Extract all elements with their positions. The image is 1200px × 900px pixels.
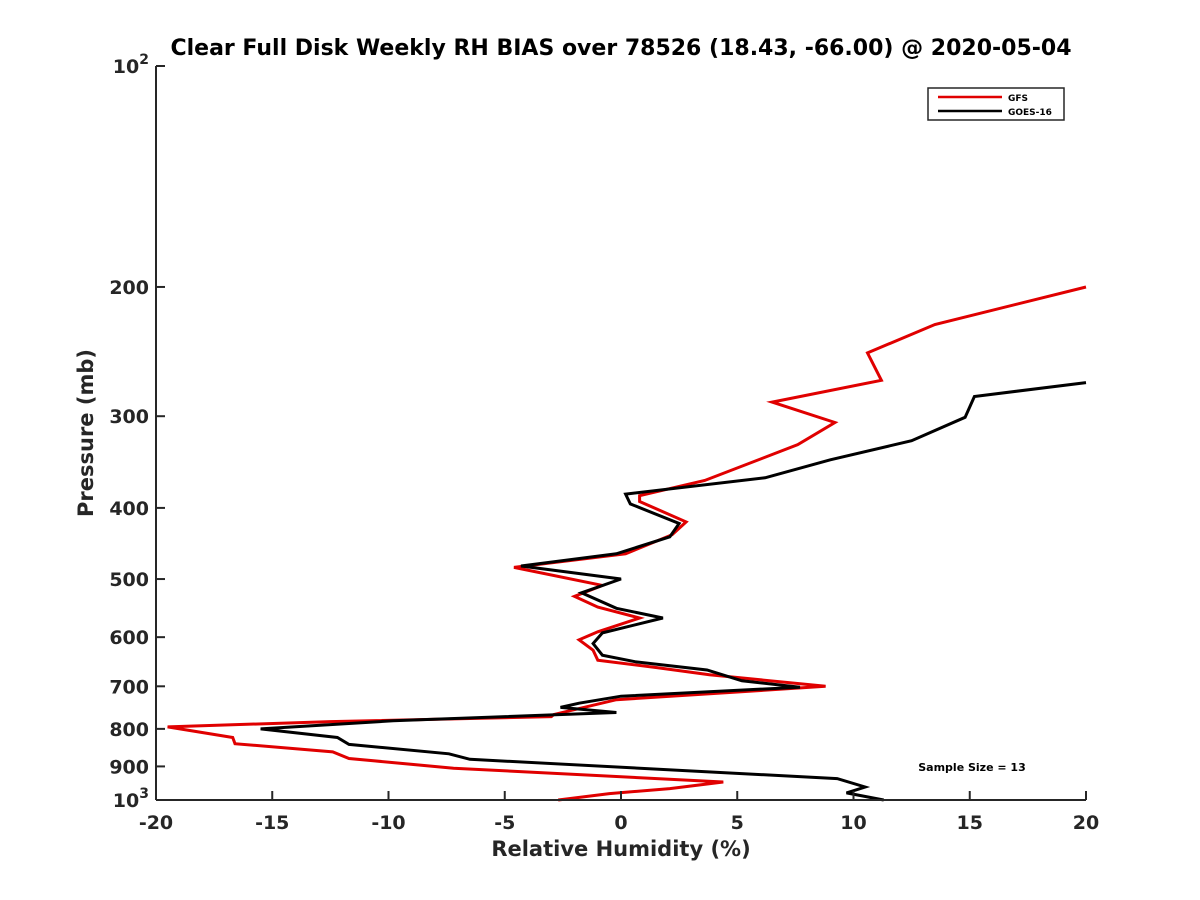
y-tick-label: 300	[109, 406, 149, 428]
x-axis-ticks: -20 -15 -10 -5 0 5 10 15 20	[139, 791, 1099, 834]
x-tick-label: 20	[1073, 812, 1099, 834]
x-tick-label: -5	[494, 812, 515, 834]
series-line-goes16	[260, 381, 1087, 802]
chart-title: Clear Full Disk Weekly RH BIAS over 7852…	[170, 36, 1071, 61]
x-tick-label: 10	[840, 812, 866, 834]
y-tick-label: 400	[109, 498, 149, 520]
legend: GFS GOES-16	[927, 87, 1065, 121]
y-tick-label: 500	[109, 569, 149, 591]
legend-box	[927, 87, 1065, 121]
legend-label-goes16: GOES-16	[1008, 108, 1052, 118]
y-tick-label: 103	[113, 786, 149, 812]
y-axis-ticks: 102 200 300 400 500 600 700 800 900 103	[109, 52, 165, 812]
y-tick-label: 900	[109, 756, 149, 778]
x-axis-label: Relative Humidity (%)	[491, 837, 750, 861]
x-tick-label: 0	[614, 812, 627, 834]
y-tick-label: 102	[113, 52, 149, 78]
y-tick-label: 700	[109, 676, 149, 698]
series-layer	[167, 285, 1087, 802]
y-axis-label: Pressure (mb)	[74, 349, 98, 517]
sample-size-annotation: Sample Size = 13	[918, 761, 1025, 774]
x-tick-label: -10	[371, 812, 405, 834]
y-tick-label: 200	[109, 277, 149, 299]
x-tick-label: 15	[957, 812, 983, 834]
y-tick-label: 800	[109, 719, 149, 741]
x-tick-label: -15	[255, 812, 289, 834]
x-tick-label: 5	[731, 812, 744, 834]
x-tick-label: -20	[139, 812, 173, 834]
y-tick-label: 600	[109, 627, 149, 649]
legend-label-gfs: GFS	[1008, 94, 1028, 104]
series-line-gfs	[167, 285, 1087, 802]
